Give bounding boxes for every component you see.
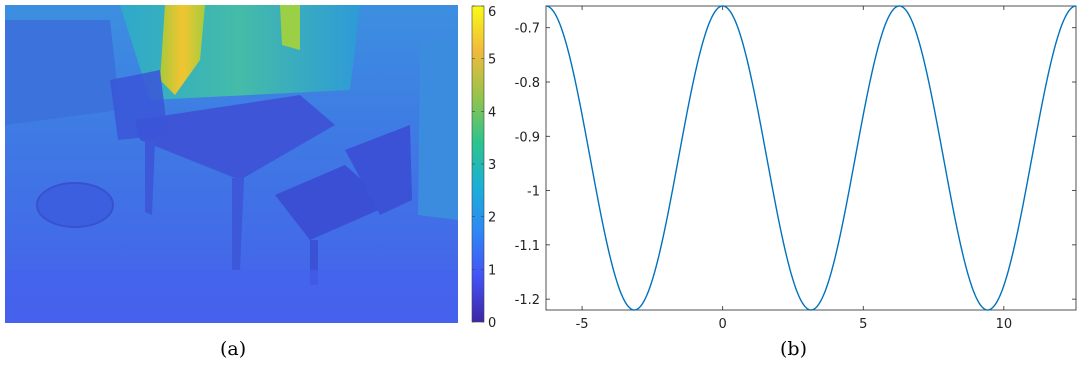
x-tick-label: 0 bbox=[719, 317, 727, 330]
depth-table-leg bbox=[232, 178, 244, 270]
colorbar: 0 1 2 3 4 5 6 bbox=[471, 5, 496, 330]
colorbar-ticks: 0 1 2 3 4 5 6 bbox=[472, 5, 496, 330]
colorbar-tick-label: 6 bbox=[488, 5, 496, 20]
depth-chair-back-left bbox=[110, 70, 168, 140]
y-tick-label: -0.9 bbox=[515, 130, 540, 145]
depth-cabinet-right bbox=[418, 40, 458, 220]
colorbar-tick-label: 1 bbox=[488, 263, 496, 278]
plot-frame bbox=[545, 5, 1077, 311]
depth-table-leg-left bbox=[145, 140, 155, 215]
depth-table-top bbox=[135, 95, 335, 180]
colorbar-tick-label: 5 bbox=[488, 53, 496, 68]
x-tick-label: 5 bbox=[859, 317, 867, 330]
depth-basket bbox=[36, 182, 114, 228]
series-line bbox=[545, 5, 1077, 311]
y-axis-ticks: -0.7 -0.8 -0.9 -1 -1.1 -1.2 bbox=[515, 22, 1076, 308]
x-tick-label: -5 bbox=[576, 317, 589, 330]
y-tick-label: -0.7 bbox=[515, 22, 540, 37]
depth-window-hot bbox=[160, 5, 205, 95]
depth-floor-strip bbox=[5, 270, 458, 323]
colorbar-tick-label: 4 bbox=[488, 105, 496, 120]
y-tick-label: -1.1 bbox=[515, 239, 540, 254]
caption-a: (a) bbox=[220, 338, 247, 360]
y-tick-label: -1.2 bbox=[515, 293, 540, 308]
depth-map-panel: 0 1 2 3 4 5 6 (a) bbox=[0, 0, 500, 368]
depth-chair-right-seat bbox=[275, 165, 390, 240]
depth-shelf-left bbox=[5, 20, 120, 125]
y-tick-label: -1 bbox=[527, 185, 540, 200]
colorbar-tick-label: 0 bbox=[488, 316, 496, 330]
line-chart: -5 0 5 10 -0.7 -0.8 -0.9 -1 -1.1 -1.2 bbox=[515, 5, 1077, 330]
depth-chair-right-back bbox=[345, 125, 412, 215]
line-chart-panel: -5 0 5 10 -0.7 -0.8 -0.9 -1 -1.1 -1.2 (b) bbox=[500, 0, 1081, 368]
colorbar-tick-label: 2 bbox=[488, 211, 496, 226]
x-tick-label: 10 bbox=[996, 317, 1013, 330]
depth-window-edge bbox=[280, 5, 300, 50]
y-tick-label: -0.8 bbox=[515, 76, 540, 91]
depth-image bbox=[5, 5, 458, 323]
colorbar-tick-label: 3 bbox=[488, 158, 496, 173]
depth-map-figure: 0 1 2 3 4 5 6 bbox=[5, 5, 496, 330]
caption-b: (b) bbox=[780, 338, 807, 360]
